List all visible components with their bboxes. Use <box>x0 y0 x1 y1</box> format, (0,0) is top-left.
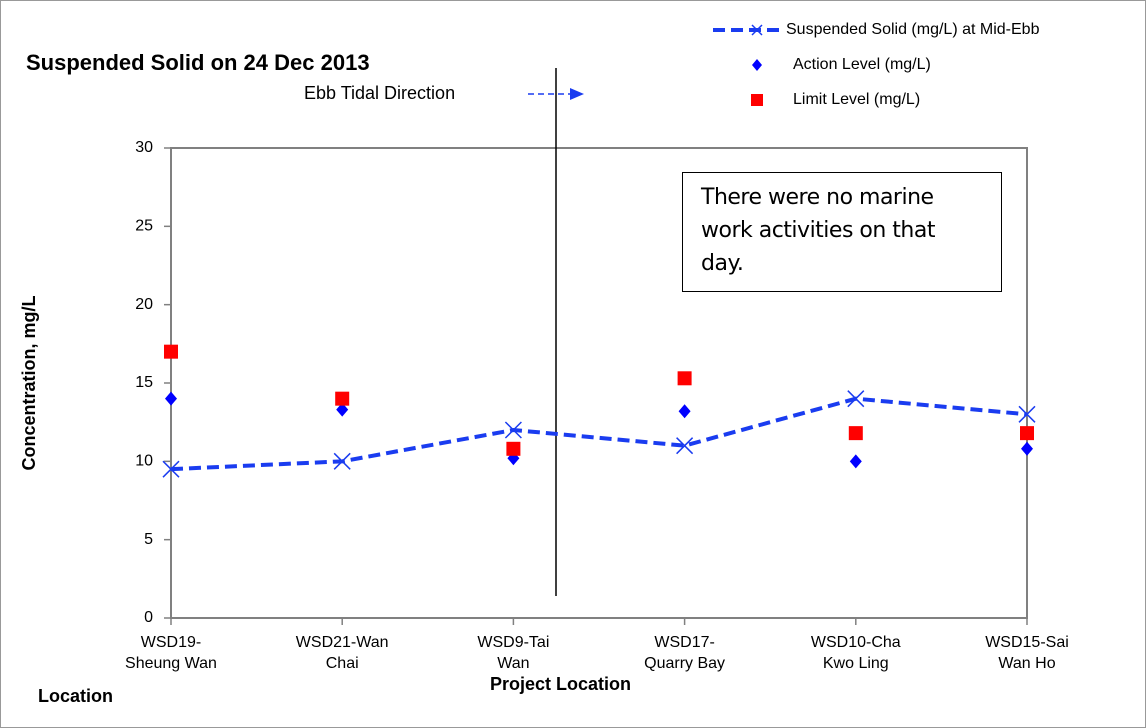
marker <box>506 441 521 456</box>
marker <box>848 426 863 441</box>
annotation-box: There were no marine work activities on … <box>682 172 1002 292</box>
arrow-head <box>570 88 584 100</box>
y-tick-label: 30 <box>135 139 153 156</box>
x-tick-label: WSD19- Sheung Wan <box>125 634 217 672</box>
marker <box>162 460 180 478</box>
marker <box>164 344 178 359</box>
y-tick-label: 25 <box>135 218 153 235</box>
marker <box>165 391 177 406</box>
y-tick-label: 20 <box>135 296 153 313</box>
legend-label: Suspended Solid (mg/L) at Mid-Ebb <box>786 21 1040 38</box>
marker <box>849 454 862 469</box>
legend-marker <box>751 94 763 106</box>
y-tick-label: 5 <box>144 531 153 548</box>
marker <box>335 391 350 406</box>
legend-label: Action Level (mg/L) <box>793 56 931 73</box>
marker <box>336 402 349 417</box>
chart-title: Suspended Solid on 24 Dec 2013 <box>26 50 370 75</box>
marker <box>677 371 692 386</box>
marker <box>1018 405 1036 423</box>
y-tick-label: 0 <box>144 609 153 626</box>
marker <box>847 390 865 408</box>
y-tick-label: 10 <box>135 453 153 470</box>
x-axis-label: Project Location <box>490 674 632 694</box>
marker <box>504 421 522 439</box>
corner-label: Location <box>38 686 113 706</box>
x-tick-label: WSD21-Wan Chai <box>295 634 389 672</box>
legend-label: Limit Level (mg/L) <box>793 91 920 108</box>
x-tick-label: WSD9-Tai Wan <box>477 634 550 672</box>
marker <box>676 437 694 455</box>
y-axis-label: Concentration, mg/L <box>19 295 39 470</box>
legend-marker <box>752 59 762 71</box>
x-tick-label: WSD15-Sai Wan Ho <box>985 634 1069 672</box>
marker <box>678 404 691 419</box>
series-line <box>170 396 1028 472</box>
annotation: Ebb Tidal Direction <box>304 83 455 103</box>
marker <box>1021 441 1033 456</box>
y-tick-label: 15 <box>135 374 153 391</box>
x-tick-label: WSD17- Quarry Bay <box>644 634 726 672</box>
marker <box>333 452 351 470</box>
legend-marker <box>751 24 763 36</box>
marker <box>1020 426 1034 441</box>
x-tick-label: WSD10-Cha Kwo Ling <box>810 634 901 672</box>
